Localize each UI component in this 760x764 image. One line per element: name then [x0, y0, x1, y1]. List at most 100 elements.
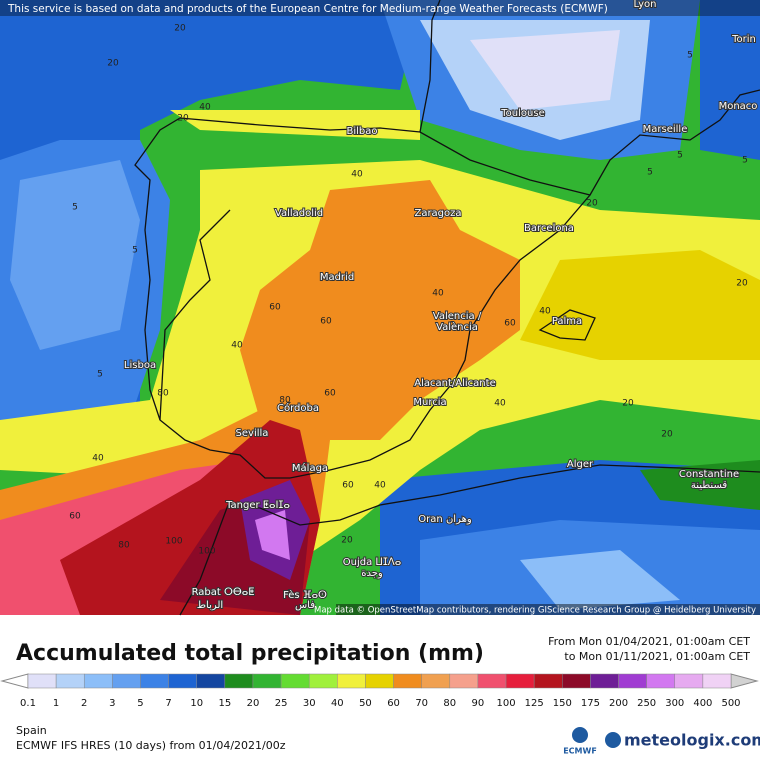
colorbar-label: 80	[443, 698, 456, 709]
colorbar-label: 100	[496, 698, 515, 709]
colorbar-label: 500	[721, 698, 740, 709]
colorbar-box	[674, 673, 704, 689]
contour-label: 60	[342, 481, 354, 491]
colorbar-label: 300	[665, 698, 684, 709]
colorbar-label: 0.1	[20, 698, 36, 709]
contour-label: 60	[504, 319, 516, 329]
attribution: Map data © OpenStreetMap contributors, r…	[314, 606, 756, 616]
colorbar-box	[477, 673, 507, 689]
city-label: قسنطينة	[691, 480, 728, 491]
contour-label: 5	[677, 151, 683, 161]
colorbar-label: 50	[359, 698, 372, 709]
colorbar-box	[646, 673, 676, 689]
date-to: to Mon 01/11/2021, 01:00am CET	[564, 650, 750, 663]
contour-label: 40	[539, 307, 551, 317]
contour-label: 100	[198, 547, 215, 557]
colorbar-box	[421, 673, 451, 689]
colorbar-label: 20	[247, 698, 260, 709]
contour-label: 5	[72, 203, 78, 213]
city-label: Murcia	[413, 397, 446, 408]
contour-label: 20	[586, 199, 598, 209]
colorbar-label: 250	[637, 698, 656, 709]
notice: This service is based on data and produc…	[7, 3, 608, 15]
colorbar-box	[27, 673, 57, 689]
contour-label: 20	[174, 24, 186, 34]
colorbar-label: 10	[190, 698, 203, 709]
colorbar-box	[112, 673, 141, 689]
colorbar-label: 70	[415, 698, 428, 709]
colorbar-arrow	[0, 673, 29, 689]
contour-label: 40	[494, 399, 506, 409]
colorbar-box	[590, 673, 619, 689]
city-label: Barcelona	[524, 223, 574, 234]
colorbar-box	[308, 673, 338, 689]
colorbar-box	[365, 673, 394, 689]
contour-label: 100	[165, 537, 182, 547]
city-label: Lisboa	[124, 360, 156, 371]
city-label: Monaco	[719, 101, 758, 112]
city-label: Oran وهران	[418, 514, 472, 525]
colorbar-box	[393, 673, 422, 689]
contour-label: 40	[199, 103, 211, 113]
colorbar-box	[280, 673, 310, 689]
contour-label: 5	[97, 370, 103, 380]
city-label: فاس	[295, 600, 315, 611]
colorbar-box	[562, 673, 591, 689]
city-label: Valencia /	[433, 311, 482, 322]
city-label: Valladolid	[275, 208, 323, 219]
colorbar-label: 200	[609, 698, 628, 709]
colorbar-box	[252, 673, 282, 689]
colorbar-box	[449, 673, 479, 689]
colorbar-label: 125	[525, 698, 544, 709]
colorbar-label: 90	[472, 698, 485, 709]
city-label: Marseille	[643, 124, 688, 135]
colorbar-box	[618, 673, 647, 689]
colorbar-label: 175	[581, 698, 600, 709]
contour-label: 80	[157, 389, 169, 399]
city-label: Torin	[731, 34, 756, 45]
colorbar-box	[702, 673, 732, 689]
city-label: Málaga	[292, 462, 328, 474]
colorbar-label: 25	[275, 698, 288, 709]
colorbar-box	[196, 673, 226, 689]
colorbar-box	[140, 673, 169, 689]
contour-label: 20	[622, 399, 634, 409]
contour-label: 20	[736, 279, 748, 289]
colorbar-label: 7	[165, 698, 171, 709]
city-label: Toulouse	[500, 108, 544, 119]
colorbar-label: 30	[303, 698, 316, 709]
colorbar-label: 1	[53, 698, 59, 709]
contour-label: 60	[69, 512, 81, 522]
city-label: Fès ⴼⴰⵙ	[283, 589, 327, 601]
contour-label: 5	[742, 156, 748, 166]
city-label: Córdoba	[277, 402, 319, 414]
region: Spain	[16, 724, 47, 737]
city-label: Zaragoza	[414, 208, 461, 219]
city-label: وجدة	[361, 568, 383, 579]
city-label: València	[436, 321, 478, 333]
colorbar-box	[224, 673, 254, 689]
contour-label: 5	[132, 246, 138, 256]
logo-ecmwf: ECMWF	[563, 747, 597, 756]
contour-label: 20	[107, 59, 119, 69]
contour-label: 40	[351, 170, 363, 180]
city-label: Madrid	[320, 272, 354, 283]
colorbar-label: 60	[387, 698, 400, 709]
colorbar-box	[533, 673, 563, 689]
colorbar-box	[168, 673, 197, 689]
colorbar-label: 3	[109, 698, 115, 709]
city-label: الرباط	[197, 600, 223, 611]
colorbar-label: 15	[218, 698, 231, 709]
city-label: Oujda ⵡⵊⴷⴰ	[343, 557, 402, 568]
colorbar-box	[55, 673, 85, 689]
city-label: Lyon	[633, 0, 656, 10]
contour-label: 20	[341, 536, 353, 546]
colorbar-arrow	[730, 673, 759, 689]
city-label: Constantine	[679, 469, 739, 480]
contour-label: 40	[374, 481, 386, 491]
contour-label: 20	[661, 430, 673, 440]
city-label: Bilbao	[346, 126, 377, 137]
city-label: Tanger ⵟⴰⵏⵊⴰ	[225, 500, 290, 511]
contour-label: 5	[647, 168, 653, 178]
city-label: Palma	[552, 316, 582, 327]
